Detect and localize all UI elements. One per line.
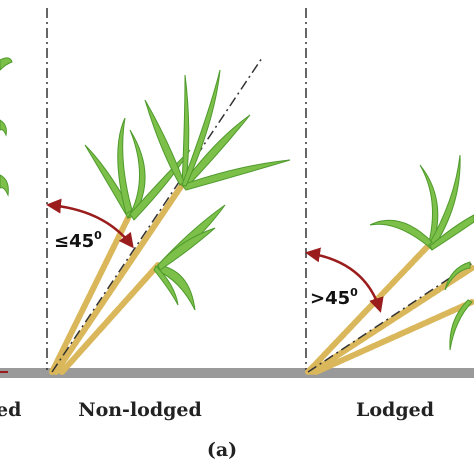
angle-label: ≤450: [54, 229, 102, 252]
ground: [0, 368, 474, 378]
panel-label: (a): [207, 439, 237, 461]
lodged-label: Lodged: [356, 399, 434, 421]
partial-plant: [0, 57, 13, 373]
angle-sup: 0: [350, 286, 358, 299]
non-lodged-plant: [49, 57, 291, 375]
angle-text: ≤45: [54, 231, 94, 252]
non-lodged-label: Non-lodged: [78, 399, 202, 421]
angle-arc: [46, 198, 134, 249]
angle-arc: [305, 247, 384, 313]
angle-text: >45: [310, 288, 350, 309]
partial-label: ed: [0, 399, 21, 421]
lodged-plant: [305, 154, 474, 375]
angle-sup: 0: [94, 229, 102, 242]
angle-label: >450: [310, 286, 358, 309]
